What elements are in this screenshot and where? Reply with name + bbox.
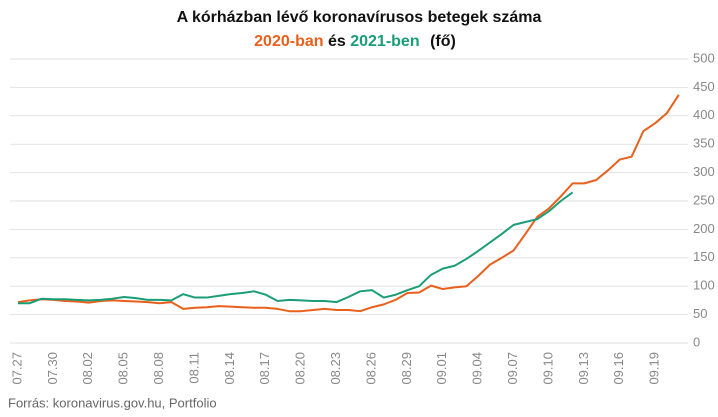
x-tick-label: 09.19 bbox=[647, 352, 662, 385]
y-tick-label: 450 bbox=[693, 79, 715, 94]
y-tick-label: 500 bbox=[693, 50, 715, 65]
y-tick-label: 50 bbox=[693, 306, 707, 321]
x-tick-label: 08.17 bbox=[257, 352, 272, 385]
y-tick-label: 250 bbox=[693, 192, 715, 207]
chart-subtitle: 2020-ban és 2021-ben (fő) bbox=[254, 33, 456, 50]
x-tick-label: 09.13 bbox=[576, 352, 591, 385]
subtitle-unit: (fő) bbox=[430, 33, 456, 50]
x-tick-label: 09.16 bbox=[611, 352, 626, 385]
x-tick-label: 07.30 bbox=[45, 352, 60, 385]
x-tick-label: 08.23 bbox=[328, 352, 343, 385]
x-tick-label: 08.20 bbox=[293, 352, 308, 385]
x-tick-label: 08.05 bbox=[116, 352, 131, 385]
x-tick-label: 08.08 bbox=[151, 352, 166, 385]
source: Forrás: koronavirus.gov.hu, Portfolio bbox=[8, 395, 217, 410]
series-line bbox=[18, 191, 574, 305]
x-tick-label: 08.02 bbox=[80, 352, 95, 385]
y-tick-label: 200 bbox=[693, 221, 715, 236]
y-tick-label: 350 bbox=[693, 136, 715, 151]
x-tick-label: 08.11 bbox=[186, 352, 201, 384]
legend-2021: 2021-ben bbox=[350, 33, 419, 50]
x-tick-label: 09.01 bbox=[434, 352, 449, 385]
x-tick-label: 09.04 bbox=[470, 352, 485, 385]
x-tick-label: 08.29 bbox=[399, 352, 414, 385]
y-tick-label: 400 bbox=[693, 107, 715, 122]
subtitle-and: és bbox=[328, 33, 346, 50]
x-tick-label: 09.07 bbox=[505, 352, 520, 385]
x-tick-label: 07.27 bbox=[9, 352, 24, 385]
x-tick-label: 08.14 bbox=[222, 352, 237, 385]
y-tick-label: 100 bbox=[693, 278, 715, 293]
legend-2020: 2020-ban bbox=[254, 33, 323, 50]
x-tick-label: 09.10 bbox=[540, 352, 555, 385]
y-tick-label: 300 bbox=[693, 164, 715, 179]
y-tick-label: 0 bbox=[693, 334, 700, 349]
x-tick-label: 08.26 bbox=[363, 352, 378, 385]
y-tick-label: 150 bbox=[693, 249, 715, 264]
chart-title: A kórházban lévő koronavírusos betegek s… bbox=[177, 9, 542, 26]
series-line bbox=[17, 94, 680, 313]
